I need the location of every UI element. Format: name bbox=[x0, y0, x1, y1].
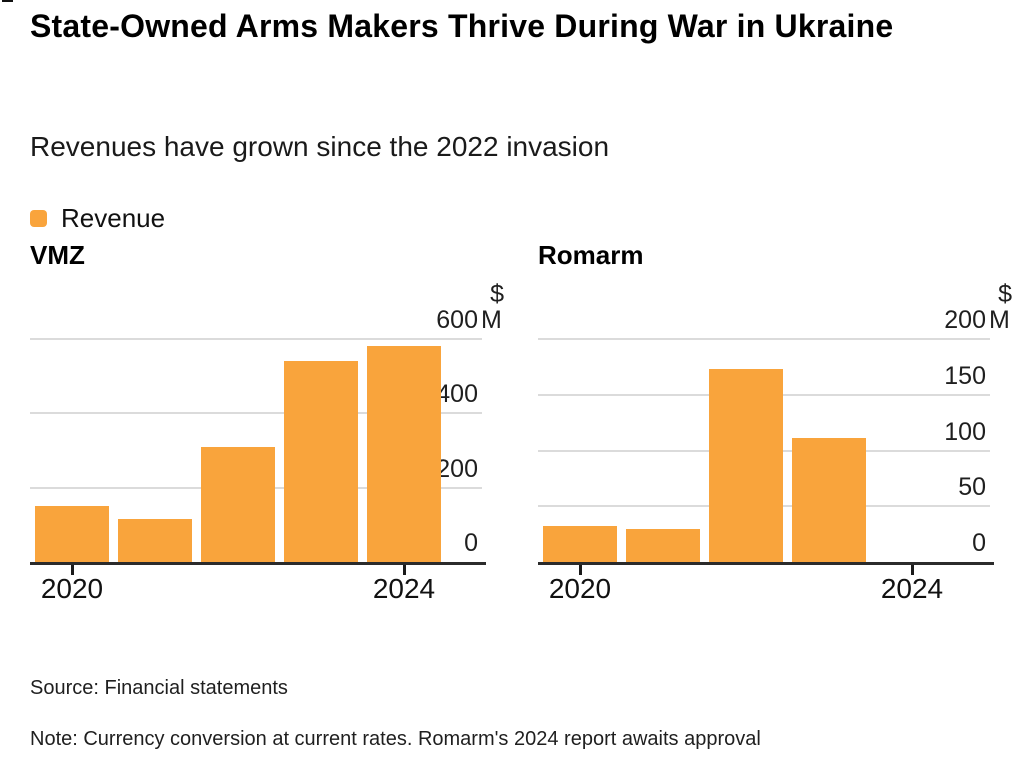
gridline-400 bbox=[30, 412, 482, 415]
bar-2021 bbox=[626, 528, 700, 562]
x-axis-tick-2024 bbox=[403, 565, 406, 575]
y-tick-value: 150 bbox=[944, 361, 986, 390]
chart-romarm-title: Romarm bbox=[538, 240, 644, 270]
y-tick-value: 600 bbox=[436, 306, 478, 334]
x-axis-tick-2024 bbox=[911, 565, 914, 575]
legend-label: Revenue bbox=[61, 202, 166, 233]
y-tick-suffix: M bbox=[989, 306, 1010, 334]
footnote: Note: Currency conversion at current rat… bbox=[30, 728, 761, 750]
y-axis-tick-label-200: 200 M bbox=[944, 306, 1012, 334]
source-note: Source: Financial statements bbox=[30, 677, 288, 699]
y-axis-tick-label-600: 600 M bbox=[436, 306, 504, 334]
y-axis-tick-label-150: 150 bbox=[944, 362, 1012, 390]
y-tick-value: 100 bbox=[944, 417, 986, 446]
x-axis-tick-label-2024: 2024 bbox=[372, 573, 436, 604]
y-axis-unit-label: $ bbox=[998, 280, 1012, 308]
y-tick-value: 50 bbox=[958, 473, 986, 502]
bar-2024 bbox=[367, 346, 441, 562]
x-axis-tick-label-2024: 2024 bbox=[880, 573, 944, 604]
bar-2022 bbox=[709, 369, 783, 562]
bar-2020 bbox=[35, 506, 109, 562]
legend: Revenue bbox=[30, 203, 165, 233]
chart-vmz: VMZ $ 0 200 400 600 M 2020 2024 bbox=[30, 240, 504, 620]
y-axis-tick-label-50: 50 bbox=[958, 473, 1012, 501]
y-tick-value: 0 bbox=[464, 529, 478, 557]
y-tick-value: 400 bbox=[436, 380, 478, 409]
x-axis-tick-label-2020: 2020 bbox=[548, 573, 612, 604]
gridline-600 bbox=[30, 338, 482, 340]
y-axis-tick-label-100: 100 bbox=[944, 418, 1012, 446]
y-axis-tick-label-0: 0 bbox=[972, 529, 1012, 557]
chart-vmz-title: VMZ bbox=[30, 240, 85, 270]
y-axis-tick-label-200: 200 bbox=[436, 455, 504, 483]
y-tick-value: 200 bbox=[944, 306, 986, 334]
chart-romarm: Romarm $ 0 50 100 150 200 M 2020 2024 bbox=[538, 240, 1012, 620]
gridline-200 bbox=[538, 338, 990, 340]
y-tick-value: 0 bbox=[972, 529, 986, 557]
x-axis-line bbox=[30, 562, 486, 565]
bar-2022 bbox=[201, 446, 275, 562]
chart-romarm-plot-area: $ 0 50 100 150 200 M 2020 2024 bbox=[538, 280, 1012, 604]
y-tick-value: 200 bbox=[436, 454, 478, 483]
y-axis-tick-label-400: 400 bbox=[436, 380, 504, 408]
bar-2021 bbox=[118, 519, 192, 562]
page-subtitle: Revenues have grown since the 2022 invas… bbox=[30, 131, 610, 162]
cropped-rule-fragment bbox=[2, 0, 13, 2]
y-tick-suffix: M bbox=[481, 306, 502, 334]
legend-swatch-icon bbox=[30, 209, 47, 227]
page-title: State-Owned Arms Makers Thrive During Wa… bbox=[30, 8, 894, 44]
y-axis-unit-label: $ bbox=[490, 280, 504, 308]
bar-2020 bbox=[543, 526, 617, 562]
x-axis-tick-label-2020: 2020 bbox=[40, 573, 104, 604]
x-axis-line bbox=[538, 562, 994, 565]
chart-vmz-plot-area: $ 0 200 400 600 M 2020 2024 bbox=[30, 280, 504, 604]
y-axis-tick-label-0: 0 bbox=[464, 529, 504, 557]
bar-2023 bbox=[284, 361, 358, 562]
bar-2023 bbox=[792, 438, 866, 562]
x-axis-tick-2020 bbox=[71, 565, 74, 575]
x-axis-tick-2020 bbox=[579, 565, 582, 575]
